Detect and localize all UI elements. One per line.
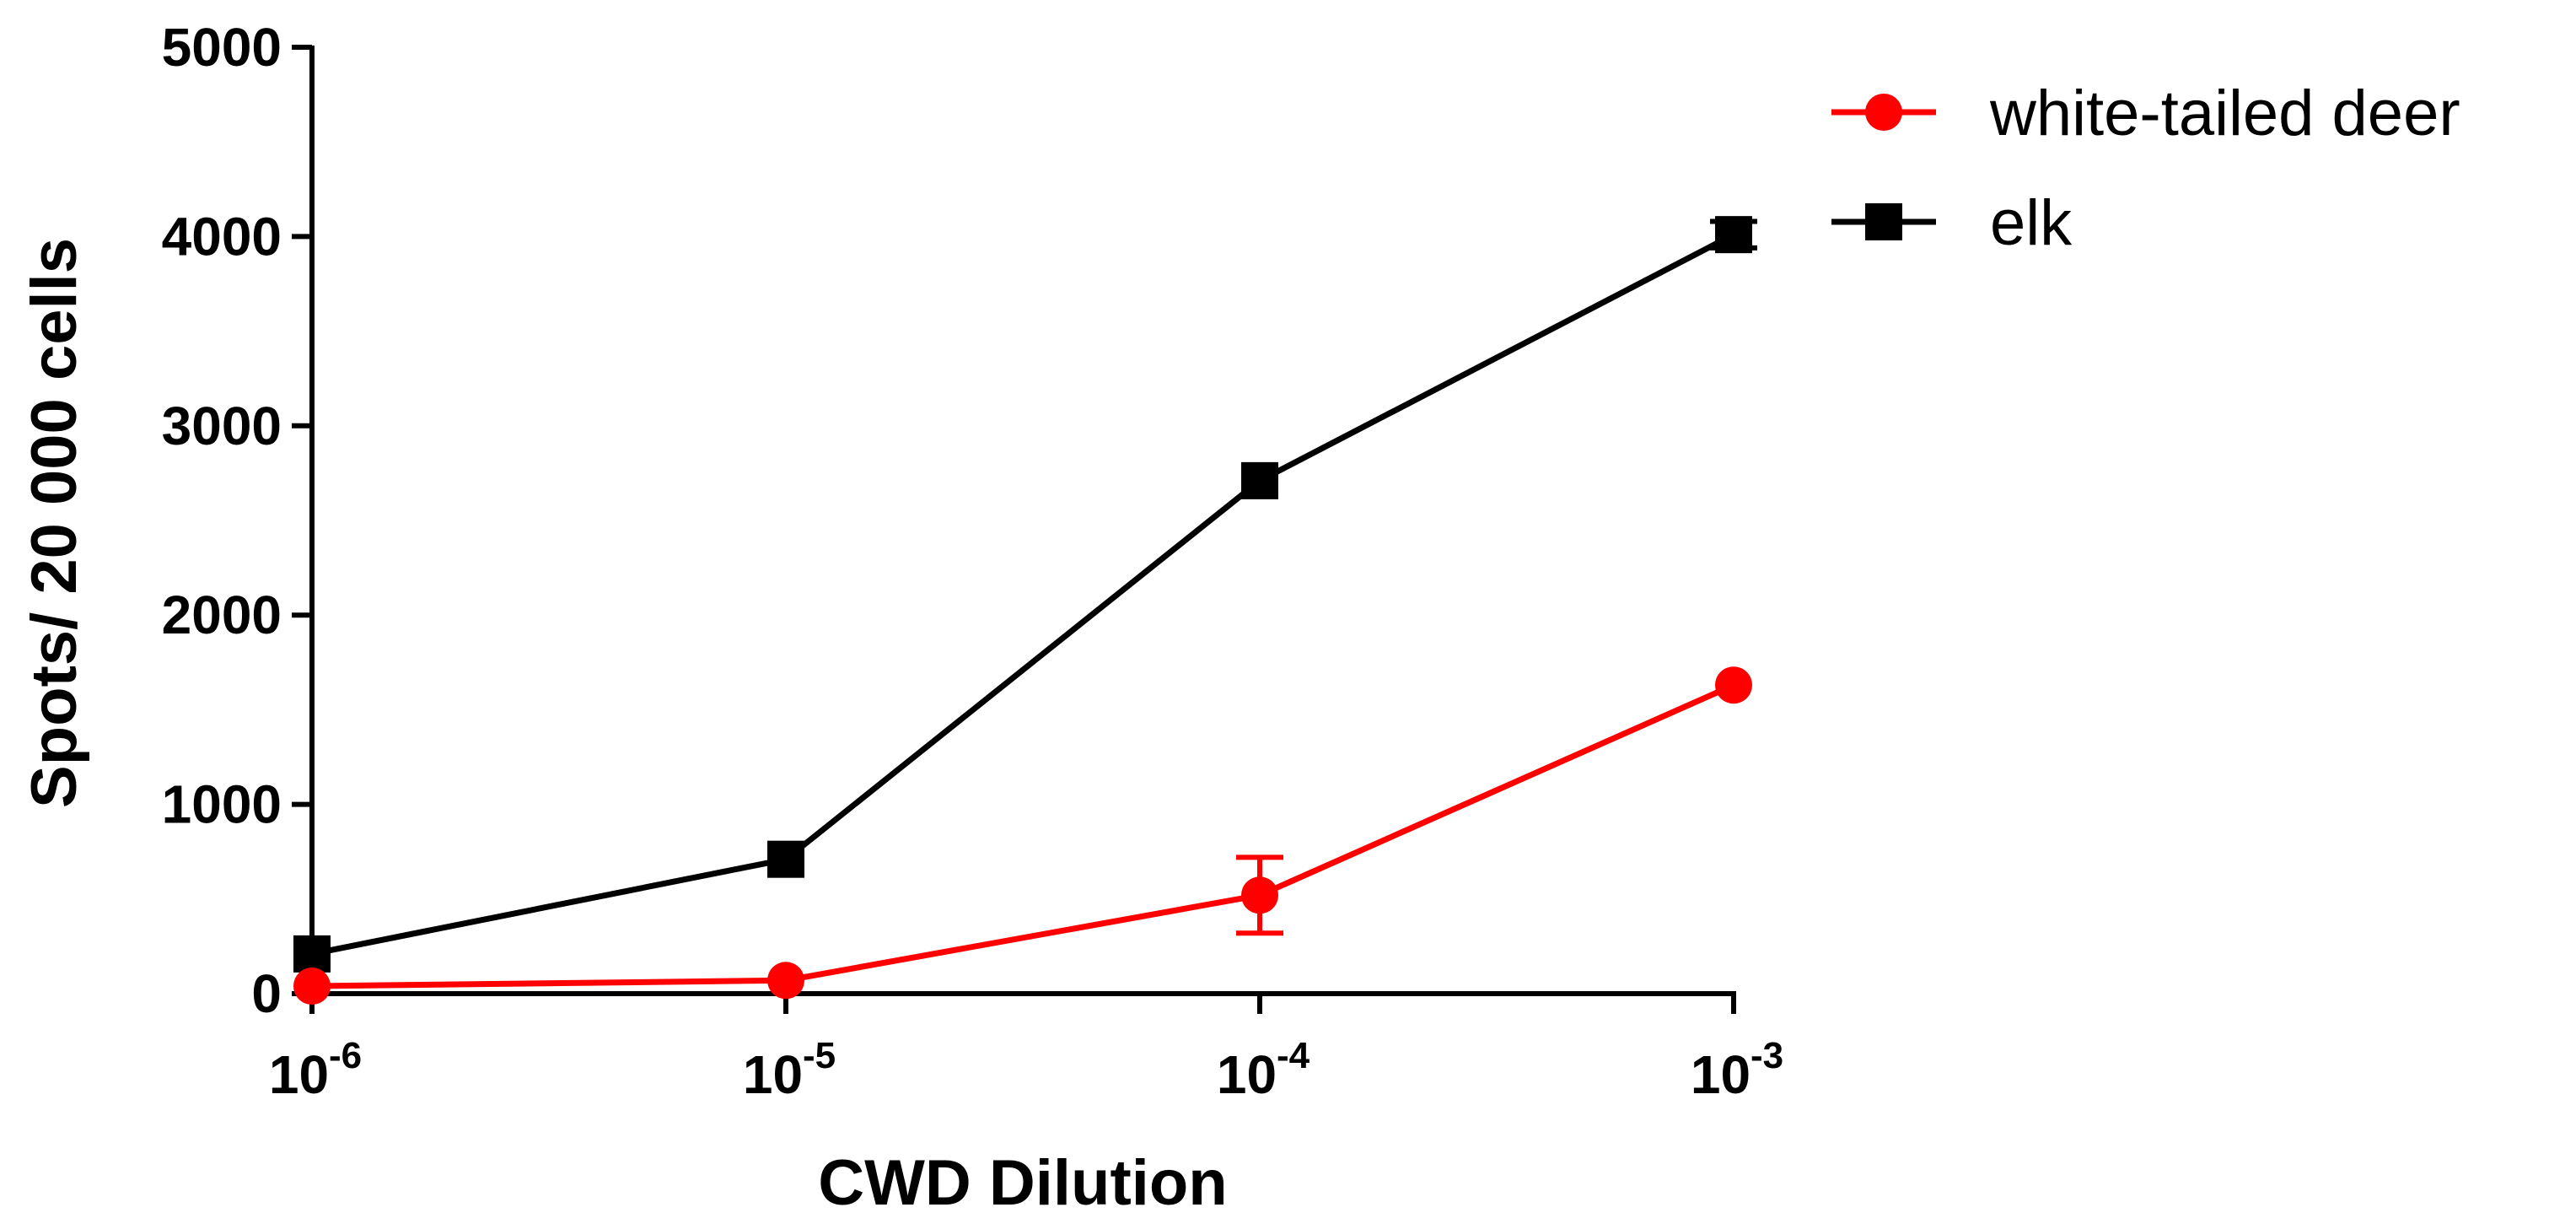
x-tick-label: 10-3	[1691, 1035, 1783, 1105]
legend-marker	[1865, 94, 1902, 131]
y-tick-label: 1000	[162, 774, 282, 835]
x-tick-base: 10	[269, 1044, 329, 1105]
x-tick-base: 10	[1691, 1044, 1750, 1105]
legend-item: white-tailed deer	[1831, 78, 2460, 149]
axes	[309, 46, 1736, 996]
x-tick-base: 10	[1217, 1044, 1277, 1105]
data-point	[1715, 666, 1752, 704]
series-layer	[293, 216, 1757, 1005]
series-white-tailed-deer	[293, 666, 1752, 1005]
legend-label: elk	[1990, 187, 2073, 259]
x-axis-title: CWD Dilution	[818, 1147, 1227, 1219]
series-line	[311, 682, 1735, 989]
legend-marker	[1865, 203, 1902, 240]
series-line	[311, 232, 1735, 957]
data-point	[1715, 216, 1752, 254]
data-point	[293, 968, 331, 1005]
x-tick-label: 10-4	[1217, 1035, 1310, 1105]
x-tick-base: 10	[743, 1044, 803, 1105]
x-tick-label: 10-5	[743, 1035, 836, 1105]
x-tick-exponent: -5	[803, 1035, 836, 1076]
data-point	[767, 962, 804, 1000]
x-axis-ticks: 10-6 10-5 10-4 10-3	[269, 994, 1783, 1105]
y-axis-ticks: 0 1000 2000 3000 4000 5000	[162, 17, 312, 1024]
data-point	[293, 935, 331, 973]
series-elk	[293, 216, 1757, 973]
legend-label: white-tailed deer	[1989, 78, 2460, 149]
y-tick-label: 0	[251, 963, 282, 1024]
x-tick-label: 10-6	[269, 1035, 362, 1105]
x-tick-exponent: -3	[1750, 1035, 1783, 1076]
y-tick-label: 5000	[162, 17, 282, 78]
legend-item: elk	[1831, 187, 2073, 259]
y-tick-label: 3000	[162, 396, 282, 456]
y-tick-label: 2000	[162, 585, 282, 645]
y-tick-label: 4000	[162, 206, 282, 267]
x-tick-exponent: -6	[329, 1035, 362, 1076]
data-point	[767, 840, 804, 878]
data-point	[1241, 876, 1278, 914]
data-point	[1241, 461, 1278, 499]
legend: white-tailed deer elk	[1831, 78, 2460, 259]
y-axis-title: Spots/ 20 000 cells	[19, 238, 90, 808]
x-tick-exponent: -4	[1277, 1035, 1310, 1076]
